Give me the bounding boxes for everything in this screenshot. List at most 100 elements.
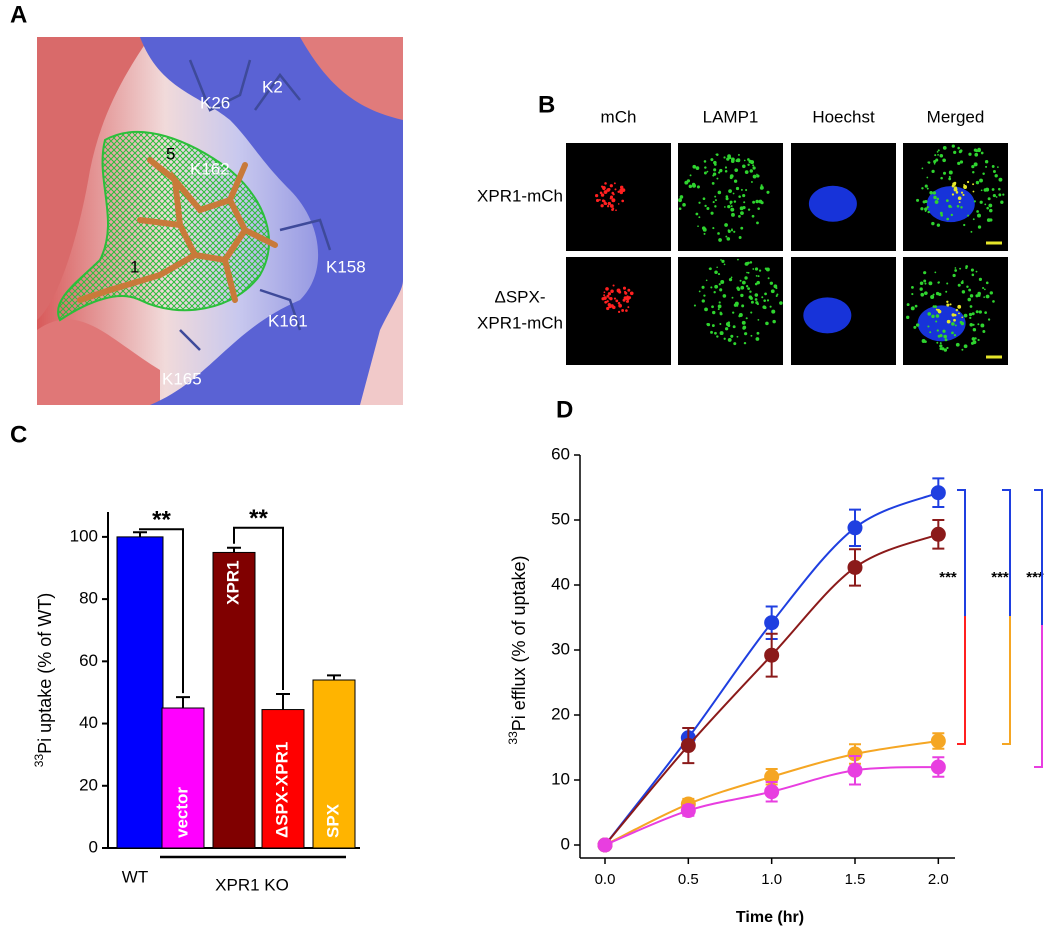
puncta bbox=[611, 191, 615, 195]
puncta bbox=[752, 166, 756, 170]
puncta bbox=[769, 305, 772, 308]
puncta bbox=[977, 225, 982, 229]
puncta bbox=[969, 294, 974, 298]
puncta bbox=[954, 269, 958, 272]
puncta bbox=[906, 303, 910, 307]
x-tick-label: 0.0 bbox=[595, 871, 616, 888]
puncta bbox=[975, 270, 978, 273]
puncta bbox=[968, 152, 972, 156]
puncta bbox=[955, 308, 959, 312]
puncta bbox=[757, 275, 760, 278]
puncta bbox=[752, 200, 756, 204]
puncta bbox=[611, 198, 616, 203]
puncta bbox=[725, 197, 729, 201]
puncta bbox=[938, 292, 942, 297]
bar bbox=[212, 551, 256, 849]
puncta bbox=[605, 287, 609, 291]
puncta bbox=[617, 310, 621, 313]
puncta bbox=[998, 177, 1003, 182]
panel-letter: A bbox=[10, 1, 27, 28]
puncta bbox=[751, 214, 755, 218]
puncta bbox=[978, 310, 982, 314]
puncta bbox=[606, 294, 610, 298]
puncta bbox=[963, 344, 968, 349]
puncta bbox=[948, 170, 953, 175]
puncta bbox=[722, 294, 727, 298]
puncta bbox=[766, 299, 770, 302]
puncta bbox=[704, 307, 708, 312]
puncta bbox=[962, 193, 965, 197]
puncta bbox=[927, 312, 932, 316]
puncta bbox=[733, 200, 737, 203]
column-header: LAMP1 bbox=[703, 107, 759, 126]
puncta bbox=[968, 288, 972, 292]
puncta bbox=[711, 324, 715, 327]
puncta bbox=[732, 311, 735, 314]
puncta bbox=[725, 195, 729, 198]
significance-label: ** bbox=[152, 507, 171, 534]
puncta bbox=[932, 293, 935, 296]
puncta bbox=[702, 227, 707, 232]
puncta bbox=[977, 214, 981, 218]
puncta bbox=[947, 320, 949, 322]
puncta bbox=[946, 300, 949, 303]
puncta bbox=[771, 309, 776, 314]
surface-image bbox=[37, 37, 403, 405]
puncta bbox=[959, 267, 962, 270]
puncta bbox=[754, 267, 759, 271]
puncta bbox=[697, 225, 699, 228]
puncta bbox=[718, 301, 721, 304]
puncta bbox=[942, 145, 947, 150]
column-header: Merged bbox=[927, 107, 985, 126]
row-label: XPR1-mCh bbox=[477, 186, 563, 205]
puncta bbox=[970, 230, 973, 233]
data-point bbox=[847, 559, 863, 575]
puncta bbox=[764, 292, 767, 296]
puncta bbox=[967, 297, 972, 302]
puncta bbox=[704, 166, 707, 169]
puncta bbox=[941, 347, 945, 351]
puncta bbox=[997, 166, 999, 169]
bar-label: SPX bbox=[323, 803, 342, 838]
puncta bbox=[932, 191, 937, 195]
puncta bbox=[606, 188, 611, 192]
puncta bbox=[910, 306, 915, 311]
puncta bbox=[924, 184, 928, 188]
puncta bbox=[742, 326, 746, 330]
puncta bbox=[758, 269, 762, 272]
puncta bbox=[736, 158, 741, 163]
puncta bbox=[916, 198, 920, 202]
puncta bbox=[746, 271, 748, 274]
data-point bbox=[764, 784, 780, 800]
puncta bbox=[922, 200, 926, 204]
panel-letter: C bbox=[10, 421, 27, 448]
puncta bbox=[974, 152, 979, 157]
puncta bbox=[745, 317, 748, 320]
puncta bbox=[972, 171, 975, 174]
puncta bbox=[953, 318, 956, 322]
puncta bbox=[939, 347, 942, 351]
line-chart: 0 10 20 30 40 50 60 0.0 0.5 1.0 1.5 2.0 *** *** *** bbox=[551, 444, 1044, 887]
x-tick-label: 0.5 bbox=[678, 871, 699, 888]
puncta bbox=[601, 199, 605, 203]
puncta bbox=[747, 163, 750, 166]
error-bar bbox=[133, 531, 147, 537]
puncta bbox=[995, 196, 998, 198]
puncta bbox=[747, 208, 751, 211]
puncta bbox=[725, 235, 728, 238]
puncta bbox=[618, 303, 622, 308]
puncta bbox=[985, 281, 989, 285]
puncta bbox=[732, 325, 736, 329]
puncta bbox=[712, 172, 717, 176]
puncta bbox=[953, 150, 957, 155]
puncta bbox=[723, 156, 726, 159]
puncta bbox=[992, 169, 996, 173]
puncta bbox=[959, 320, 963, 324]
puncta bbox=[742, 194, 746, 198]
puncta bbox=[929, 190, 933, 195]
puncta bbox=[600, 193, 605, 197]
puncta bbox=[983, 296, 986, 298]
puncta bbox=[723, 263, 726, 266]
puncta bbox=[954, 267, 957, 269]
puncta bbox=[953, 334, 957, 337]
